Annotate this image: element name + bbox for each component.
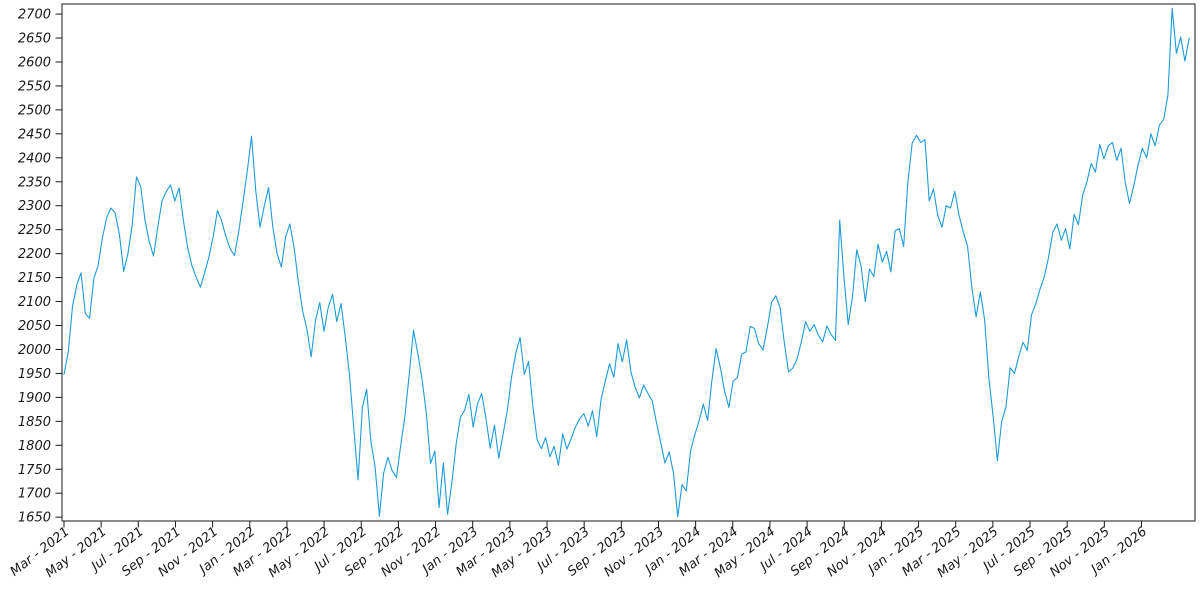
price-line bbox=[63, 7, 1190, 518]
y-tick-label: 2600 bbox=[18, 55, 51, 70]
y-tick-label: 2450 bbox=[18, 127, 51, 142]
y-tick-label: 1800 bbox=[18, 439, 51, 454]
y-tick-label: 1650 bbox=[18, 511, 51, 526]
plot-border bbox=[61, 3, 1196, 522]
y-tick-label: 2650 bbox=[18, 32, 51, 47]
y-tick-label: 1850 bbox=[18, 415, 51, 430]
y-tick-label: 1950 bbox=[18, 367, 51, 382]
y-tick-label: 1700 bbox=[18, 487, 51, 502]
y-tick-label: 1900 bbox=[18, 391, 51, 406]
y-tick-label: 2550 bbox=[18, 79, 51, 94]
y-tick-label: 2050 bbox=[18, 319, 51, 334]
y-tick-label: 2300 bbox=[18, 199, 51, 214]
y-tick-label: 2700 bbox=[18, 8, 51, 23]
y-tick-label: 2250 bbox=[18, 223, 51, 238]
y-tick-label: 2500 bbox=[18, 103, 51, 118]
y-tick-label: 2000 bbox=[18, 343, 51, 358]
y-tick-label: 2400 bbox=[18, 151, 51, 166]
y-tick-label: 2100 bbox=[18, 295, 51, 310]
y-tick-label: 2200 bbox=[18, 247, 51, 262]
y-tick-label: 2350 bbox=[18, 175, 51, 190]
y-tick-label: 2150 bbox=[18, 271, 51, 286]
y-tick-label: 1750 bbox=[18, 463, 51, 478]
